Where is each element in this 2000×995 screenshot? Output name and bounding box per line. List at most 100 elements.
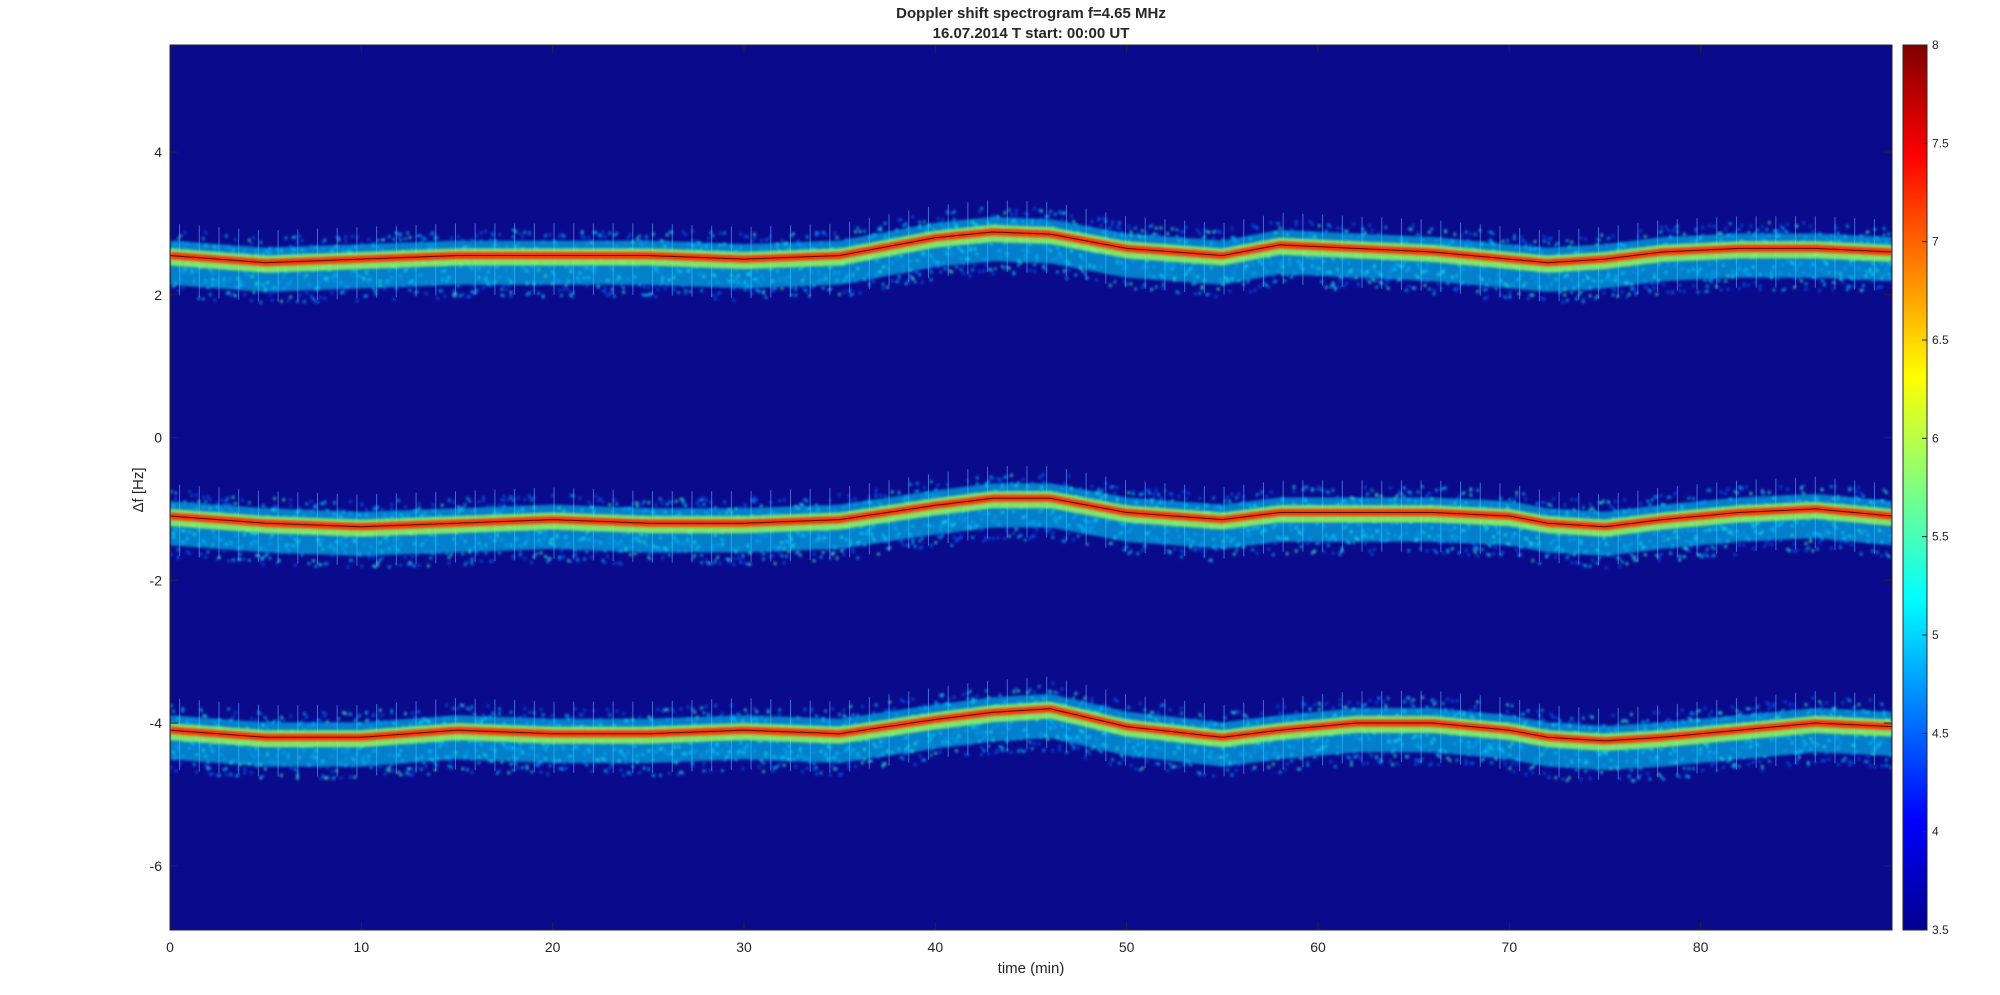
scatter-point	[438, 289, 442, 293]
scatter-point	[1673, 492, 1677, 496]
scatter-point	[183, 231, 187, 235]
scatter-point	[1446, 282, 1450, 286]
scatter-point	[1600, 500, 1603, 504]
scatter-point	[1657, 231, 1661, 235]
scatter-point	[512, 235, 515, 239]
scatter-point	[1747, 283, 1750, 287]
scatter-point	[323, 562, 327, 566]
scatter-point	[982, 539, 986, 543]
scatter-point	[675, 499, 678, 503]
scatter-point	[571, 295, 575, 299]
scatter-point	[1802, 221, 1805, 225]
scatter-point	[574, 553, 577, 557]
scatter-point	[1522, 492, 1525, 496]
scatter-point	[1529, 293, 1532, 297]
scatter-point	[1710, 277, 1714, 281]
scatter-point	[1859, 288, 1863, 292]
scatter-point	[1235, 496, 1238, 500]
scatter-point	[1180, 548, 1183, 552]
scatter-point	[514, 230, 517, 234]
scatter-point	[636, 504, 639, 508]
scatter-point	[316, 300, 320, 304]
scatter-point	[1761, 492, 1764, 496]
scatter-point	[342, 288, 345, 292]
scatter-point	[321, 240, 325, 244]
scatter-point	[1152, 232, 1156, 236]
scatter-point	[849, 293, 853, 297]
scatter-point	[1588, 564, 1592, 568]
scatter-point	[1607, 500, 1610, 504]
scatter-point	[739, 561, 742, 565]
scatter-point	[913, 490, 917, 494]
scatter-point	[1154, 488, 1158, 492]
scatter-point	[289, 295, 292, 299]
scatter-point	[955, 265, 958, 269]
scatter-point	[704, 498, 708, 502]
scatter-point	[367, 718, 370, 722]
scatter-point	[1818, 231, 1822, 235]
scatter-point	[1816, 547, 1819, 551]
scatter-point	[1212, 237, 1215, 241]
scatter-point	[1735, 228, 1739, 232]
scatter-point	[982, 269, 986, 273]
scatter-point	[1003, 475, 1006, 479]
scatter-point	[261, 556, 265, 560]
scatter-point	[727, 558, 731, 562]
scatter-point	[447, 561, 451, 565]
scatter-point	[1184, 225, 1188, 229]
scatter-point	[344, 235, 347, 239]
scatter-point	[502, 494, 506, 498]
scatter-point	[1168, 550, 1172, 554]
scatter-point	[250, 771, 253, 775]
scatter-point	[1184, 497, 1188, 501]
scatter-point	[1272, 280, 1275, 284]
scatter-point	[321, 711, 325, 715]
scatter-point	[500, 293, 504, 297]
scatter-point	[1134, 226, 1137, 230]
scatter-point	[1565, 556, 1569, 560]
scatter-point	[335, 769, 338, 773]
scatter-point	[560, 548, 563, 552]
scatter-point	[1862, 288, 1865, 292]
scatter-point	[599, 497, 602, 501]
scatter-point	[484, 551, 488, 555]
scatter-point	[1141, 492, 1144, 496]
scatter-point	[234, 502, 237, 506]
scatter-point	[1820, 537, 1824, 541]
scatter-point	[994, 267, 997, 271]
scatter-point	[1882, 227, 1886, 231]
scatter-point	[518, 232, 522, 236]
scatter-point	[1132, 492, 1135, 496]
scatter-point	[1683, 290, 1686, 294]
scatter-point	[1666, 290, 1670, 294]
scatter-point	[1327, 490, 1330, 494]
scatter-point	[376, 505, 380, 509]
scatter-point	[1793, 285, 1796, 289]
scatter-point	[1793, 542, 1796, 546]
scatter-point	[1494, 287, 1498, 291]
scatter-point	[362, 294, 366, 298]
scatter-point	[461, 552, 465, 556]
scatter-point	[672, 288, 676, 292]
scatter-point	[684, 233, 687, 237]
scatter-point	[603, 561, 607, 565]
scatter-point	[1331, 284, 1335, 288]
scatter-point	[1476, 554, 1479, 558]
scatter-point	[1384, 278, 1388, 282]
scatter-point	[1347, 541, 1351, 545]
scatter-point	[1150, 224, 1153, 228]
scatter-point	[1049, 526, 1052, 530]
scatter-point	[946, 483, 949, 487]
scatter-point	[1187, 491, 1190, 495]
scatter-point	[955, 539, 958, 543]
scatter-point	[826, 548, 830, 552]
scatter-point	[1028, 268, 1032, 272]
scatter-point	[206, 495, 210, 499]
scatter-point	[849, 289, 853, 293]
scatter-point	[1148, 225, 1151, 229]
scatter-point	[319, 295, 322, 299]
scatter-point	[792, 232, 795, 236]
scatter-point	[1648, 289, 1652, 293]
scatter-point	[463, 562, 467, 566]
scatter-point	[971, 535, 974, 539]
